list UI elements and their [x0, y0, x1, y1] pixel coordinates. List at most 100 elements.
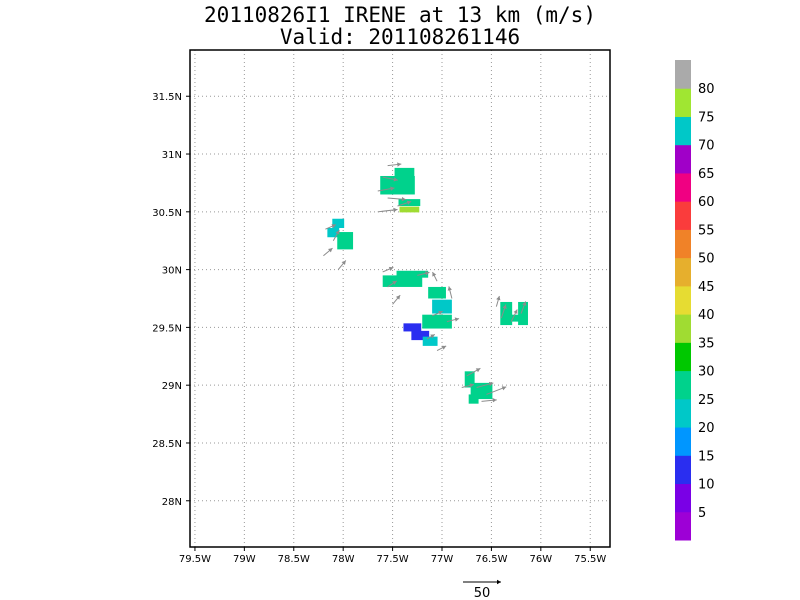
wind-vector-head: [401, 196, 406, 202]
reference-label: 50: [474, 586, 491, 600]
y-tick-label: 31.5N: [152, 92, 182, 103]
chart-subtitle: Valid: 201108261146: [279, 25, 521, 49]
wind-cell: [422, 336, 438, 346]
wind-vector: [510, 309, 518, 322]
colorbar-label: 10: [698, 478, 715, 493]
x-axis-ticks: 79.5W 79W 78.5W 78W 77.5W 77W 76.5W 76W 75.5W: [179, 547, 606, 565]
colorbar: 5 10 15 20 25 30 35 40 45 50 55 60 65 70 75 80: [675, 60, 715, 541]
grid-lines: [190, 50, 610, 547]
x-tick-label: 79.5W: [179, 554, 211, 565]
x-tick-label: 76.5W: [475, 554, 507, 565]
wind-cell: [380, 175, 415, 195]
wind-cell: [468, 394, 479, 404]
wind-cell: [337, 232, 354, 250]
colorbar-swatch: [675, 511, 691, 541]
colorbar-label: 45: [698, 280, 715, 295]
colorbar-label: 20: [698, 421, 715, 436]
wind-vector-head: [430, 334, 435, 339]
colorbar-label: 60: [698, 195, 715, 210]
wind-cell: [332, 218, 345, 228]
wind-cell: [411, 330, 430, 341]
colorbar-label: 5: [698, 506, 706, 521]
wind-vector-head: [441, 345, 447, 350]
colorbar-label: 65: [698, 167, 715, 182]
wind-vector-head: [432, 272, 437, 277]
wind-vector: [432, 271, 438, 282]
wind-vector-head: [496, 295, 501, 301]
wind-vector-head: [488, 381, 494, 387]
wind-cell: [464, 371, 475, 388]
colorbar-label: 75: [698, 110, 715, 125]
colorbar-label: 25: [698, 393, 715, 408]
wind-vector: [431, 310, 443, 317]
wind-cell: [382, 275, 423, 287]
colorbar-swatch: [675, 257, 691, 287]
y-tick-label: 30N: [162, 266, 182, 277]
wind-vector: [323, 247, 333, 257]
wind-vector: [387, 196, 406, 202]
colorbar-swatch: [675, 342, 691, 372]
wind-vector: [377, 186, 395, 192]
wind-vector-head: [447, 286, 452, 291]
reference-arrow-head: [497, 579, 501, 585]
reference-arrow: [463, 579, 501, 585]
wind-vector: [377, 207, 398, 213]
wind-vector: [337, 260, 347, 270]
wind-vector-head: [454, 317, 460, 322]
wind-vector-head: [475, 368, 481, 373]
x-tick-label: 76W: [530, 554, 553, 565]
wind-cell: [428, 286, 446, 299]
wind-vector-head: [392, 280, 397, 285]
wind-vector-head: [335, 230, 340, 235]
wind-vector-head: [502, 304, 507, 309]
wind-vector: [382, 266, 394, 273]
wind-vector-head: [393, 207, 398, 213]
wind-vector-head: [395, 295, 401, 300]
wind-cell: [500, 301, 513, 326]
x-tick-label: 75.5W: [574, 554, 606, 565]
colorbar-swatch: [675, 483, 691, 513]
wind-vector: [500, 304, 507, 319]
wind-vector: [476, 381, 494, 388]
wind-vector: [436, 345, 447, 351]
x-tick-label: 79W: [233, 554, 256, 565]
chart-title: 20110826I1 IRENE at 13 km (m/s): [204, 3, 596, 27]
wind-cell: [518, 301, 528, 326]
y-tick-label: 31N: [162, 150, 182, 161]
wind-vector: [387, 162, 402, 167]
wind-cell: [327, 227, 340, 238]
wind-vector: [382, 176, 399, 182]
wind-vector: [461, 383, 475, 388]
colorbar-label: 30: [698, 365, 715, 380]
wind-vector-head: [501, 386, 507, 391]
wind-vector: [447, 286, 453, 299]
wind-vector: [332, 229, 340, 241]
wind-vectors: [323, 162, 527, 403]
x-tick-label: 78.5W: [278, 554, 310, 565]
wind-vector: [426, 333, 436, 340]
wind-speed-cells: [327, 167, 528, 404]
y-tick-label: 28N: [162, 497, 182, 508]
wind-vector-head: [522, 301, 527, 306]
wind-cell: [396, 270, 429, 278]
colorbar-swatch: [675, 229, 691, 259]
wind-cell: [432, 299, 452, 314]
colorbar-swatch: [675, 455, 691, 485]
wind-cell: [422, 314, 452, 329]
wind-vector-head: [331, 224, 337, 229]
colorbar-swatch: [675, 427, 691, 456]
wind-cell: [394, 167, 415, 180]
colorbar-label: 40: [698, 308, 715, 323]
wind-vector: [417, 271, 430, 276]
colorbar-swatch: [675, 60, 691, 89]
colorbar-swatch: [675, 201, 691, 230]
wind-cell: [403, 323, 422, 332]
wind-vector: [325, 224, 337, 230]
x-tick-label: 77.5W: [377, 554, 409, 565]
colorbar-swatch: [675, 88, 691, 117]
x-tick-label: 77W: [431, 554, 454, 565]
wind-vector: [495, 295, 501, 307]
colorbar-label: 15: [698, 449, 715, 464]
wind-vector: [392, 294, 401, 305]
wind-cell: [501, 314, 522, 322]
